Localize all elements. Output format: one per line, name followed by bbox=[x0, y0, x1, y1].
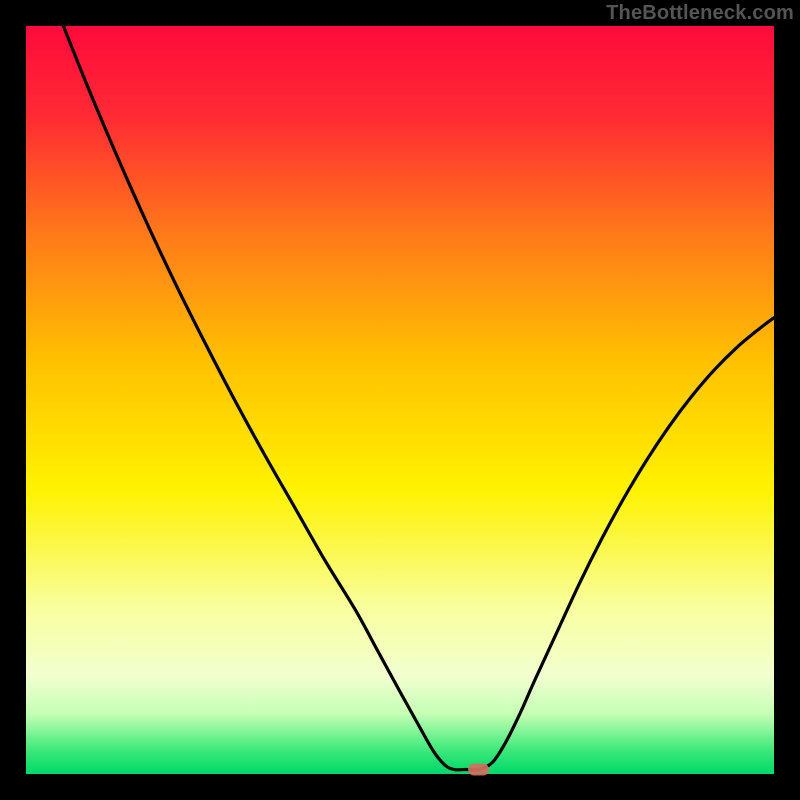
bottleneck-chart bbox=[0, 0, 800, 800]
chart-stage: TheBottleneck.com bbox=[0, 0, 800, 800]
plot-background bbox=[26, 26, 774, 774]
watermark-text: TheBottleneck.com bbox=[606, 2, 794, 25]
optimum-marker bbox=[468, 764, 489, 776]
